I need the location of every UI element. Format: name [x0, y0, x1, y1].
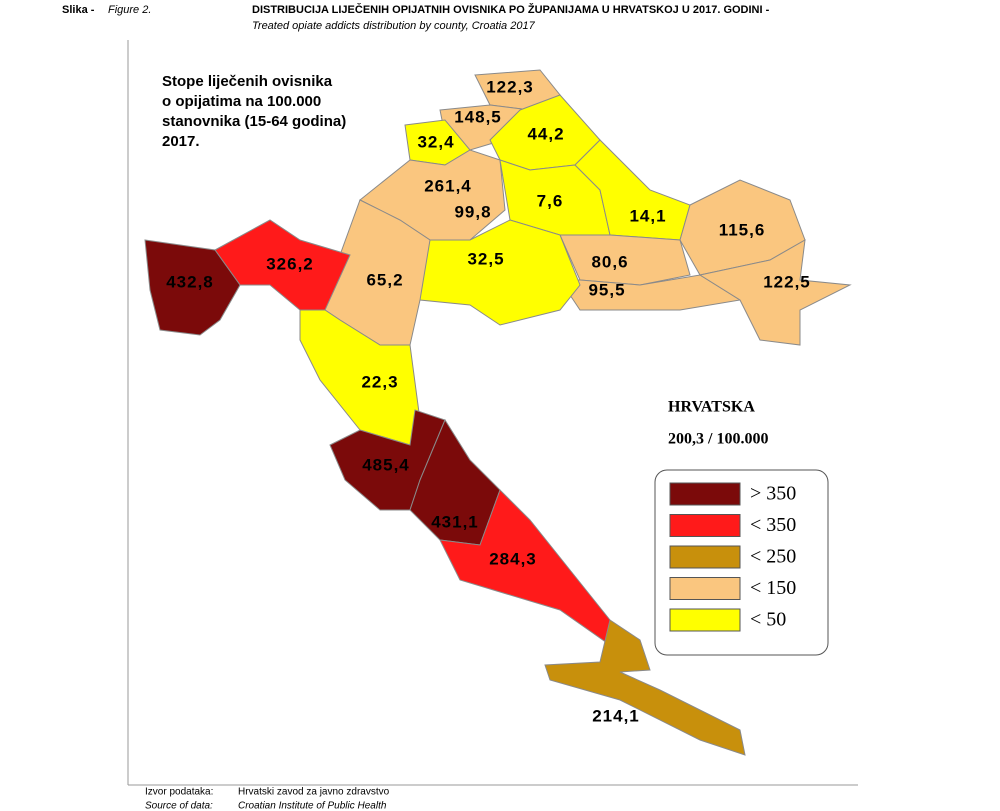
subtitle: Treated opiate addicts distribution by c…	[252, 20, 536, 32]
county-rate: 122,5	[763, 272, 811, 291]
caption: Stope liječenih ovisnika	[162, 73, 333, 90]
caption: 2017.	[162, 133, 200, 150]
figure-prefix: Slika -	[62, 4, 95, 16]
legend-label: < 350	[750, 514, 796, 536]
county-rate: 432,8	[166, 272, 214, 291]
legend: > 350 < 350 < 250 < 150 < 50	[669, 482, 796, 632]
caption: stanovnika (15-64 godina)	[162, 113, 346, 130]
county-rate: 284,3	[489, 549, 537, 568]
legend-label: < 250	[750, 546, 796, 568]
county-rate: 148,5	[454, 107, 502, 126]
county-rate: 261,4	[424, 176, 472, 195]
total-name: HRVATSKA	[668, 399, 755, 416]
county-rate: 431,1	[431, 512, 479, 531]
source-label: Izvor podataka:	[145, 787, 213, 798]
county-rate: 44,2	[527, 124, 564, 143]
map: 122,3 148,532,4 44,2 261,4 99,8 7,6 14,1 115,6 8…	[144, 69, 852, 756]
county	[544, 619, 746, 756]
county-rate: 32,5	[467, 249, 504, 268]
source-label: Source of data:	[145, 801, 213, 811]
county-rate: 115,6	[719, 220, 766, 239]
legend-label: < 50	[750, 609, 786, 631]
county	[419, 219, 581, 326]
figure-label: Figure 2.	[108, 4, 151, 16]
county-rate: 99,8	[454, 202, 491, 221]
source-text: Croatian Institute of Public Health	[238, 801, 387, 811]
legend-label: < 150	[750, 577, 796, 599]
county-rate: 326,2	[266, 254, 314, 273]
source-text: Hrvatski zavod za javno zdravstvo	[238, 787, 390, 798]
county-rate: 7,6	[537, 191, 564, 210]
caption: o opijatima na 100.000	[162, 93, 321, 110]
legend-swatch	[669, 608, 741, 632]
county-rate: 95,5	[588, 280, 625, 299]
county-rate: 80,6	[591, 252, 628, 271]
county-rate: 14,1	[629, 206, 666, 225]
legend-swatch	[669, 545, 741, 569]
legend-swatch	[669, 482, 741, 506]
county	[439, 489, 611, 646]
county-rate: 485,4	[362, 455, 410, 474]
county-rate: 22,3	[361, 372, 398, 391]
legend-label: > 350	[750, 483, 796, 505]
county	[698, 239, 852, 346]
county-rate: 122,3	[486, 77, 534, 96]
legend-swatch	[669, 514, 741, 537]
county	[144, 239, 241, 336]
total-rate: 200,3 / 100.000	[668, 431, 768, 448]
county-rate: 32,4	[417, 132, 454, 151]
county-rate: 214,1	[592, 706, 640, 725]
title: DISTRIBUCIJA LIJEČENIH OPIJATNIH OVISNIK…	[252, 3, 770, 16]
county-rate: 65,2	[366, 270, 403, 289]
legend-swatch	[669, 577, 741, 600]
